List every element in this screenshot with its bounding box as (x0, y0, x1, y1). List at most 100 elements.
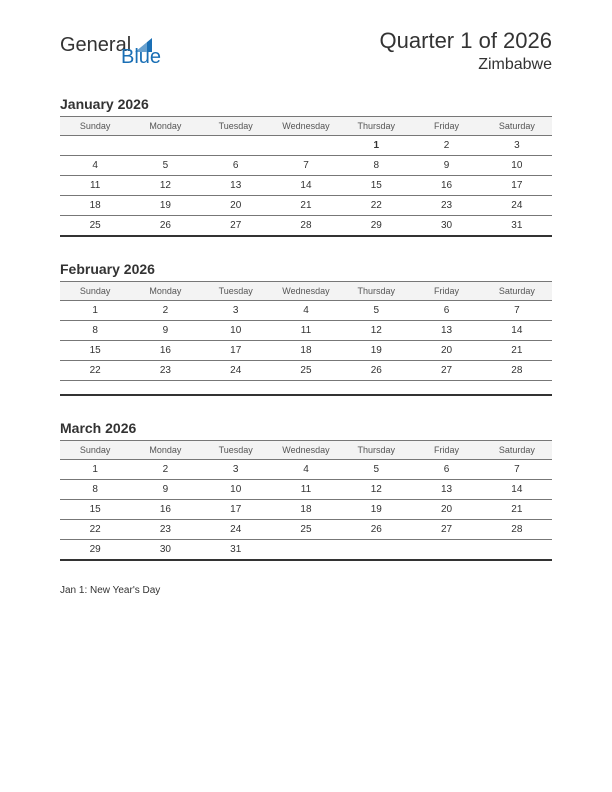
calendar-cell: 25 (271, 361, 341, 381)
country-name: Zimbabwe (380, 56, 552, 74)
day-header: Friday (411, 440, 481, 459)
logo-text-blue: Blue (121, 46, 161, 68)
calendar-cell: 13 (201, 176, 271, 196)
months-container: January 2026SundayMondayTuesdayWednesday… (60, 96, 552, 561)
day-header: Wednesday (271, 440, 341, 459)
spacer-row (60, 381, 552, 395)
calendar-cell: 1 (60, 459, 130, 479)
calendar-cell: 25 (60, 216, 130, 237)
calendar-cell: 5 (341, 301, 411, 321)
page-header: General Blue Quarter 1 of 2026 Zimbabwe (60, 28, 552, 74)
calendar-cell (482, 381, 552, 395)
calendar-cell: 12 (130, 176, 200, 196)
calendar-row: 1234567 (60, 301, 552, 321)
calendar-cell: 16 (130, 499, 200, 519)
calendar-cell (341, 539, 411, 560)
calendar-cell: 31 (201, 539, 271, 560)
calendar-cell: 15 (60, 341, 130, 361)
calendar-cell: 15 (341, 176, 411, 196)
calendar-cell: 20 (201, 196, 271, 216)
calendar-cell: 11 (271, 321, 341, 341)
calendar-cell (411, 539, 481, 560)
calendar-row: 15161718192021 (60, 341, 552, 361)
day-header: Thursday (341, 282, 411, 301)
calendar-cell: 14 (482, 479, 552, 499)
day-header: Monday (130, 117, 200, 136)
calendar-cell: 31 (482, 216, 552, 237)
calendar-cell: 5 (130, 156, 200, 176)
calendar-cell: 9 (411, 156, 481, 176)
calendar-row: 891011121314 (60, 479, 552, 499)
calendar-cell: 24 (201, 361, 271, 381)
calendar-cell (271, 136, 341, 156)
calendar-cell: 24 (201, 519, 271, 539)
day-header: Saturday (482, 282, 552, 301)
calendar-cell: 2 (130, 459, 200, 479)
calendar-cell: 9 (130, 479, 200, 499)
calendar-cell: 4 (60, 156, 130, 176)
title-block: Quarter 1 of 2026 Zimbabwe (380, 28, 552, 74)
day-header: Thursday (341, 440, 411, 459)
quarter-title: Quarter 1 of 2026 (380, 28, 552, 54)
calendar-cell: 10 (201, 479, 271, 499)
calendar-cell: 16 (130, 341, 200, 361)
calendar-cell (482, 539, 552, 560)
calendar-table: SundayMondayTuesdayWednesdayThursdayFrid… (60, 281, 552, 396)
calendar-row: 891011121314 (60, 321, 552, 341)
calendar-cell: 2 (411, 136, 481, 156)
calendar-cell: 19 (341, 341, 411, 361)
calendar-cell: 26 (130, 216, 200, 237)
calendar-row: 25262728293031 (60, 216, 552, 237)
day-header: Friday (411, 282, 481, 301)
calendar-cell: 3 (201, 301, 271, 321)
calendar-row: 18192021222324 (60, 196, 552, 216)
calendar-row: 45678910 (60, 156, 552, 176)
calendar-row: 293031 (60, 539, 552, 560)
calendar-cell (60, 381, 130, 395)
calendar-row: 22232425262728 (60, 361, 552, 381)
calendar-cell: 6 (411, 459, 481, 479)
day-header: Sunday (60, 117, 130, 136)
calendar-cell: 7 (482, 301, 552, 321)
calendar-cell: 11 (60, 176, 130, 196)
calendar-cell: 21 (482, 341, 552, 361)
month-title: March 2026 (60, 420, 552, 436)
day-header: Tuesday (201, 440, 271, 459)
calendar-cell: 17 (201, 499, 271, 519)
calendar-cell: 23 (130, 519, 200, 539)
month-title: January 2026 (60, 96, 552, 112)
day-header: Tuesday (201, 117, 271, 136)
calendar-cell: 5 (341, 459, 411, 479)
calendar-cell: 29 (341, 216, 411, 237)
calendar-cell (271, 539, 341, 560)
calendar-cell: 8 (341, 156, 411, 176)
calendar-cell: 22 (60, 519, 130, 539)
calendar-cell: 8 (60, 479, 130, 499)
holidays-list: Jan 1: New Year's Day (60, 585, 552, 596)
calendar-cell: 23 (130, 361, 200, 381)
month-block: March 2026 SundayMondayTuesdayWednesdayTh… (60, 420, 552, 561)
calendar-cell: 25 (271, 519, 341, 539)
calendar-cell: 17 (482, 176, 552, 196)
calendar-table: SundayMondayTuesdayWednesdayThursdayFrid… (60, 440, 552, 561)
day-header: Monday (130, 282, 200, 301)
calendar-cell: 13 (411, 479, 481, 499)
calendar-cell (411, 381, 481, 395)
calendar-cell: 2 (130, 301, 200, 321)
month-block: January 2026SundayMondayTuesdayWednesday… (60, 96, 552, 237)
calendar-cell: 17 (201, 341, 271, 361)
calendar-cell: 22 (60, 361, 130, 381)
calendar-cell: 15 (60, 499, 130, 519)
calendar-row: 15161718192021 (60, 499, 552, 519)
calendar-row: 1234567 (60, 459, 552, 479)
calendar-cell: 19 (130, 196, 200, 216)
day-header: Saturday (482, 117, 552, 136)
calendar-cell: 6 (201, 156, 271, 176)
day-header: Thursday (341, 117, 411, 136)
calendar-cell: 4 (271, 459, 341, 479)
day-header: Friday (411, 117, 481, 136)
calendar-cell (201, 381, 271, 395)
day-header: Saturday (482, 440, 552, 459)
calendar-cell: 4 (271, 301, 341, 321)
calendar-cell: 21 (482, 499, 552, 519)
